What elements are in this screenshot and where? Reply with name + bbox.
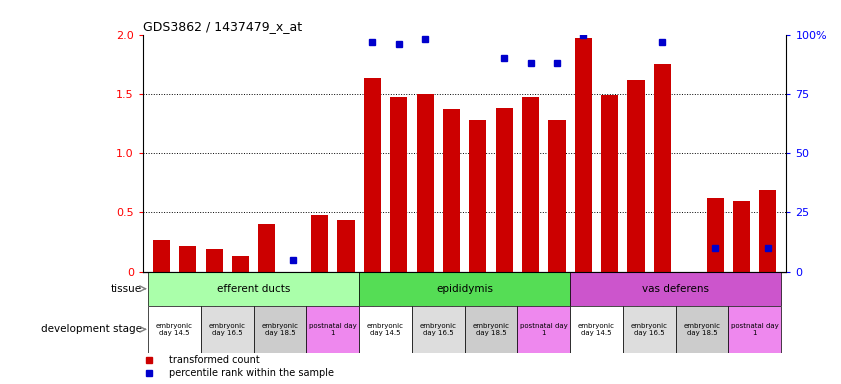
- Text: embryonic
day 18.5: embryonic day 18.5: [684, 323, 721, 336]
- Bar: [359, 272, 570, 306]
- Text: tissue: tissue: [110, 284, 141, 294]
- Bar: [653, 64, 671, 272]
- Bar: [495, 108, 513, 272]
- Bar: [179, 246, 196, 272]
- Text: embryonic
day 14.5: embryonic day 14.5: [578, 323, 615, 336]
- Bar: [706, 198, 724, 272]
- Bar: [733, 200, 750, 272]
- Bar: [153, 240, 170, 272]
- Text: postnatal day
1: postnatal day 1: [309, 323, 357, 336]
- Text: epididymis: epididymis: [436, 284, 493, 294]
- Text: embryonic
day 14.5: embryonic day 14.5: [367, 323, 404, 336]
- Text: embryonic
day 16.5: embryonic day 16.5: [631, 323, 668, 336]
- Text: embryonic
day 16.5: embryonic day 16.5: [420, 323, 457, 336]
- Bar: [359, 306, 412, 353]
- Bar: [570, 306, 623, 353]
- Bar: [254, 306, 306, 353]
- Text: embryonic
day 18.5: embryonic day 18.5: [473, 323, 510, 336]
- Text: efferent ducts: efferent ducts: [217, 284, 290, 294]
- Bar: [416, 94, 434, 272]
- Bar: [728, 306, 781, 353]
- Bar: [232, 257, 249, 272]
- Bar: [759, 190, 776, 272]
- Bar: [443, 109, 460, 272]
- Text: percentile rank within the sample: percentile rank within the sample: [169, 368, 334, 378]
- Bar: [675, 306, 728, 353]
- Bar: [258, 224, 276, 272]
- Bar: [364, 78, 381, 272]
- Bar: [522, 98, 539, 272]
- Bar: [627, 79, 644, 272]
- Bar: [148, 306, 201, 353]
- Text: postnatal day
1: postnatal day 1: [520, 323, 568, 336]
- Bar: [390, 98, 407, 272]
- Text: postnatal day
1: postnatal day 1: [731, 323, 779, 336]
- Text: vas deferens: vas deferens: [642, 284, 709, 294]
- Text: embryonic
day 16.5: embryonic day 16.5: [209, 323, 246, 336]
- Bar: [306, 306, 359, 353]
- Bar: [574, 38, 592, 272]
- Bar: [469, 120, 486, 272]
- Bar: [623, 306, 675, 353]
- Text: development stage: development stage: [40, 324, 141, 334]
- Bar: [201, 306, 254, 353]
- Bar: [548, 120, 565, 272]
- Bar: [464, 306, 517, 353]
- Text: GDS3862 / 1437479_x_at: GDS3862 / 1437479_x_at: [143, 20, 302, 33]
- Bar: [337, 220, 355, 272]
- Bar: [205, 249, 223, 272]
- Bar: [570, 272, 781, 306]
- Bar: [517, 306, 570, 353]
- Text: embryonic
day 18.5: embryonic day 18.5: [262, 323, 299, 336]
- Bar: [601, 95, 618, 272]
- Bar: [148, 272, 359, 306]
- Text: transformed count: transformed count: [169, 355, 260, 365]
- Text: embryonic
day 14.5: embryonic day 14.5: [156, 323, 193, 336]
- Bar: [311, 215, 328, 272]
- Bar: [412, 306, 464, 353]
